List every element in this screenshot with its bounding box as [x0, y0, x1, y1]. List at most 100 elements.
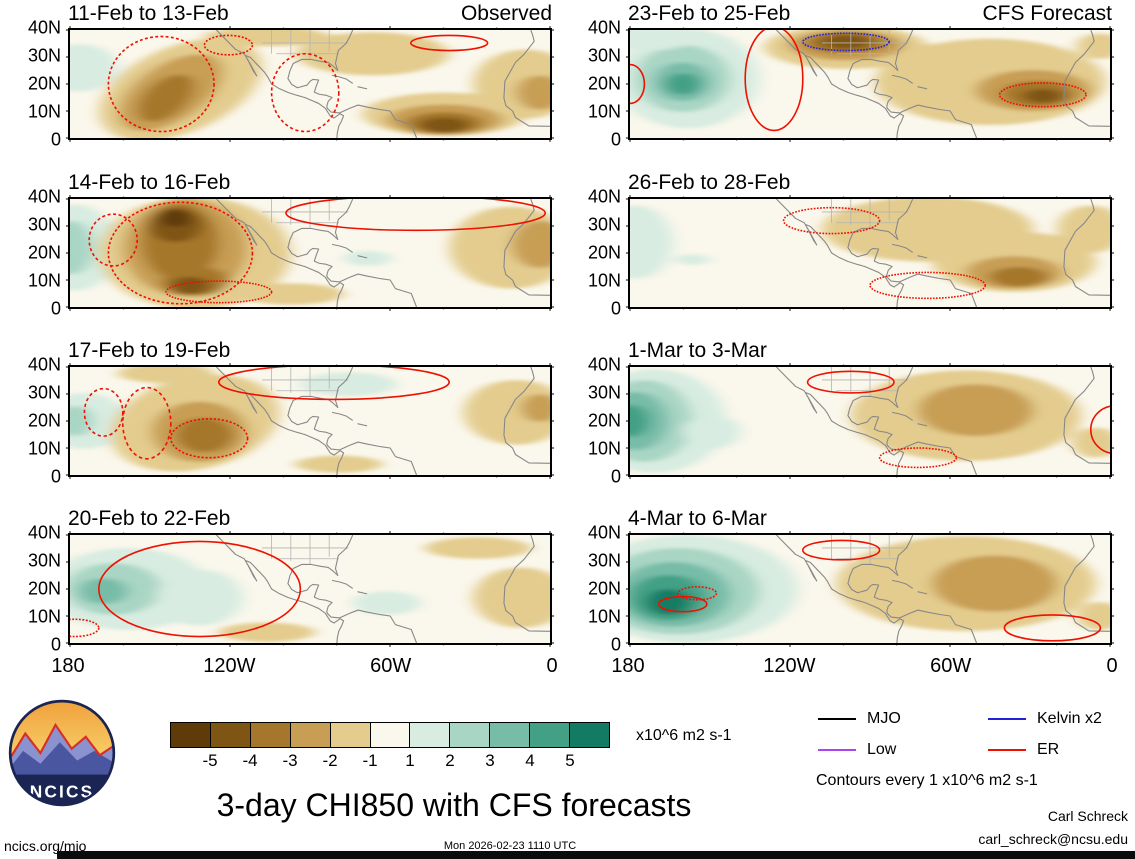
panel-title: 23-Feb to 25-Feb [628, 2, 791, 25]
tick-marks [626, 363, 1114, 479]
panel-body: 40N 30N 20N 10N 0 [4, 355, 554, 487]
legend-item-low: Low [818, 741, 896, 759]
panel-header: 26-Feb to 28-Feb [628, 171, 1112, 197]
figure-title: 3-day CHI850 with CFS forecasts [216, 787, 692, 823]
panel-header: 14-Feb to 16-Feb [68, 171, 552, 197]
y-tick-label: 30N [27, 214, 61, 235]
colorbar-tick-label: -4 [242, 751, 258, 770]
y-tick-label: 40N [587, 522, 621, 543]
colorbar-tick-label: 4 [525, 751, 535, 770]
colorbar-tick-label: -1 [362, 751, 378, 770]
legend-line [988, 749, 1026, 751]
anomaly-fill-layer [70, 199, 550, 307]
colorbar-units-label: x10^6 m2 s-1 [636, 727, 732, 744]
x-tick-label: 120W [763, 655, 816, 677]
legend-line [818, 749, 856, 751]
map-panel: 26-Feb to 28-Feb 40N 30N 20N 10N 0 [564, 171, 1112, 319]
x-tick-label: 60W [370, 655, 412, 677]
y-tick-label: 10N [587, 270, 621, 291]
map-svg [70, 535, 550, 643]
colorbar-segment [370, 723, 411, 747]
y-tick-label: 0 [50, 466, 61, 487]
anomaly-fill-layer [70, 367, 550, 473]
contour-interval-note: Contours every 1 x10^6 m2 s-1 [816, 772, 1038, 789]
map-panel: 17-Feb to 19-Feb 40N 30N 20N 10N 0 [4, 339, 554, 487]
y-tick-label: 20N [587, 578, 621, 599]
y-axis-labels: 40N 30N 20N 10N 0 [4, 18, 68, 150]
panel-title: 20-Feb to 22-Feb [68, 507, 231, 530]
anomaly-fill-layer [630, 535, 1110, 643]
colorbar-segment [250, 723, 291, 747]
y-axis-labels: 40N 30N 20N 10N 0 [4, 355, 68, 487]
map-panel: 1-Mar to 3-Mar 40N 30N 20N 10N 0 [564, 339, 1112, 487]
y-axis-labels: 40N 30N 20N 10N 0 [564, 18, 628, 150]
coastline-layer [776, 535, 1110, 643]
panel-title: 4-Mar to 6-Mar [628, 507, 767, 530]
map-svg [70, 30, 550, 138]
y-tick-label: 0 [610, 298, 621, 319]
colorbar-segment [171, 723, 211, 747]
y-tick-label: 0 [50, 129, 61, 150]
tick-marks [626, 531, 1114, 647]
map-panel: 20-Feb to 22-Feb 40N 30N 20N 10N 0 [4, 507, 552, 655]
coastline-layer [216, 367, 550, 475]
panel-tag: CFS Forecast [982, 2, 1112, 25]
contour-layer [89, 196, 545, 304]
y-tick-label: 0 [610, 466, 621, 487]
panel-title: 17-Feb to 19-Feb [68, 339, 231, 362]
y-tick-label: 10N [27, 606, 61, 627]
colorbar-segment [410, 723, 451, 747]
colorbar-segment [490, 723, 531, 747]
map-svg [70, 199, 550, 307]
y-tick-label: 20N [27, 242, 61, 263]
coastline-layer [216, 199, 550, 307]
colorbar-tick-label: -5 [202, 751, 218, 770]
ncics-logo: NCICS [8, 699, 116, 807]
y-tick-label: 40N [587, 17, 621, 38]
anomaly-fill-layer [630, 30, 1110, 129]
panel-body: 40N 30N 20N 10N 0 [564, 523, 1112, 655]
y-tick-label: 30N [587, 550, 621, 571]
panel-title: 26-Feb to 28-Feb [628, 171, 791, 194]
panel-body: 40N 30N 20N 10N 0 [564, 355, 1112, 487]
y-tick-label: 30N [587, 214, 621, 235]
map-svg [630, 367, 1110, 475]
map-svg [630, 30, 1110, 138]
colorbar-segment [210, 723, 251, 747]
y-tick-label: 40N [27, 17, 61, 38]
map-svg [630, 535, 1110, 643]
legend-label: MJO [867, 710, 901, 727]
x-tick-label: 0 [1106, 655, 1118, 677]
y-tick-label: 10N [27, 270, 61, 291]
y-tick-label: 40N [587, 354, 621, 375]
ncics-logo-svg: NCICS [8, 699, 116, 807]
y-tick-label: 40N [587, 186, 621, 207]
x-tick-label: 180 [51, 655, 85, 677]
y-tick-label: 30N [27, 550, 61, 571]
y-tick-label: 0 [610, 129, 621, 150]
coastline-layer [776, 367, 1110, 475]
y-tick-label: 30N [27, 382, 61, 403]
site-link: ncics.org/mjo [4, 838, 87, 854]
map-panel: 11-Feb to 13-Feb Observed 40N 30N 20N 10N 0 [4, 2, 552, 150]
colorbar-tick-label: 5 [565, 751, 575, 770]
legend-item-kelvin-x2: Kelvin x2 [988, 710, 1102, 728]
legend-line [818, 718, 856, 720]
y-tick-label: 20N [27, 73, 61, 94]
tick-marks [66, 363, 554, 479]
y-tick-label: 10N [587, 606, 621, 627]
colorbar-tick-label: -2 [322, 751, 338, 770]
colorbar-segment [450, 723, 491, 747]
y-tick-label: 20N [27, 410, 61, 431]
legend-label: ER [1037, 741, 1060, 758]
panel-body: 40N 30N 20N 10N 0 [564, 18, 1112, 150]
colorbar-segment [530, 723, 571, 747]
anomaly-fill-layer [630, 369, 1110, 473]
y-tick-label: 30N [587, 382, 621, 403]
bottom-bar [57, 851, 1135, 859]
y-tick-label: 20N [27, 578, 61, 599]
contour-layer [616, 27, 1086, 131]
coastline-layer [216, 30, 550, 138]
panel-body: 40N 30N 20N 10N 0 [4, 187, 552, 319]
colorbar-segment [330, 723, 371, 747]
